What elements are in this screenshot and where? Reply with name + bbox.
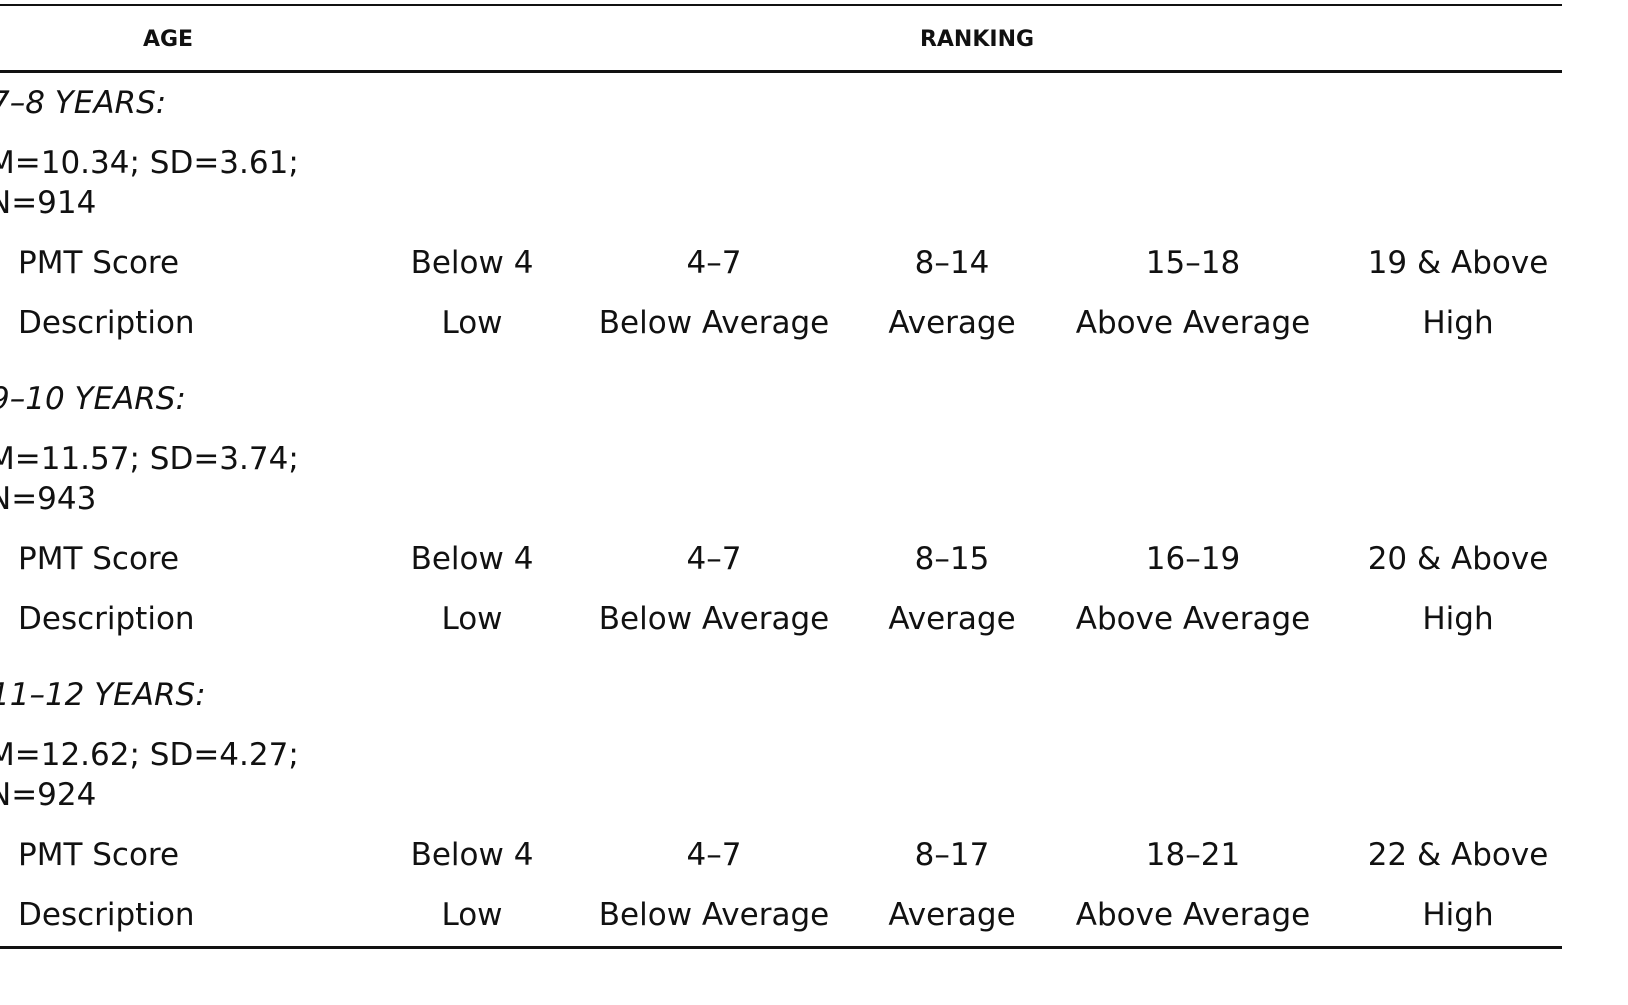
stats-line: M=12.62; SD=4.27; [0,737,299,773]
ranking-header: RANKING [919,27,1035,52]
cell: 22 & Above [1367,837,1549,873]
cell: 4–7 [686,541,742,577]
cell: 8–15 [914,541,990,577]
cell: Below 4 [410,245,534,281]
header-rule [0,70,1562,73]
cell: Below Average [598,897,830,933]
cell: 15–18 [1145,245,1241,281]
row-label: PMT Score [18,541,180,577]
row-label: Description [18,305,195,341]
stats-line: M=11.57; SD=3.74; [0,441,299,477]
cell: Below Average [598,601,830,637]
cell: High [1422,897,1494,933]
age-header: AGE [142,27,194,52]
cell: Average [888,305,1016,341]
cell: 16–19 [1145,541,1241,577]
cell: Below 4 [410,837,534,873]
cell: Above Average [1075,305,1311,341]
stats-line: M=10.34; SD=3.61; [0,145,299,181]
cell: 8–17 [914,837,990,873]
row-label: PMT Score [18,837,180,873]
cell: Low [441,601,503,637]
cell: Average [888,601,1016,637]
cell: Above Average [1075,897,1311,933]
cell: Low [441,897,503,933]
stats-line: N=943 [0,481,97,517]
cell: High [1422,601,1494,637]
cell: 4–7 [686,837,742,873]
age-group: 9–10 YEARS: [0,381,186,417]
cell: 19 & Above [1367,245,1549,281]
top-rule [0,4,1562,6]
cell: Average [888,897,1016,933]
cell: Below 4 [410,541,534,577]
stats-line: N=924 [0,777,97,813]
age-group: 7–8 YEARS: [0,85,167,121]
cell: Low [441,305,503,341]
row-label: Description [18,897,195,933]
cell: 4–7 [686,245,742,281]
cell: High [1422,305,1494,341]
age-group: 11–12 YEARS: [0,677,206,713]
cell: 8–14 [914,245,990,281]
stats-line: N=914 [0,185,97,221]
cell: Below Average [598,305,830,341]
row-label: PMT Score [18,245,180,281]
bottom-rule [0,946,1562,949]
cell: 18–21 [1145,837,1241,873]
cell: Above Average [1075,601,1311,637]
row-label: Description [18,601,195,637]
cell: 20 & Above [1367,541,1549,577]
